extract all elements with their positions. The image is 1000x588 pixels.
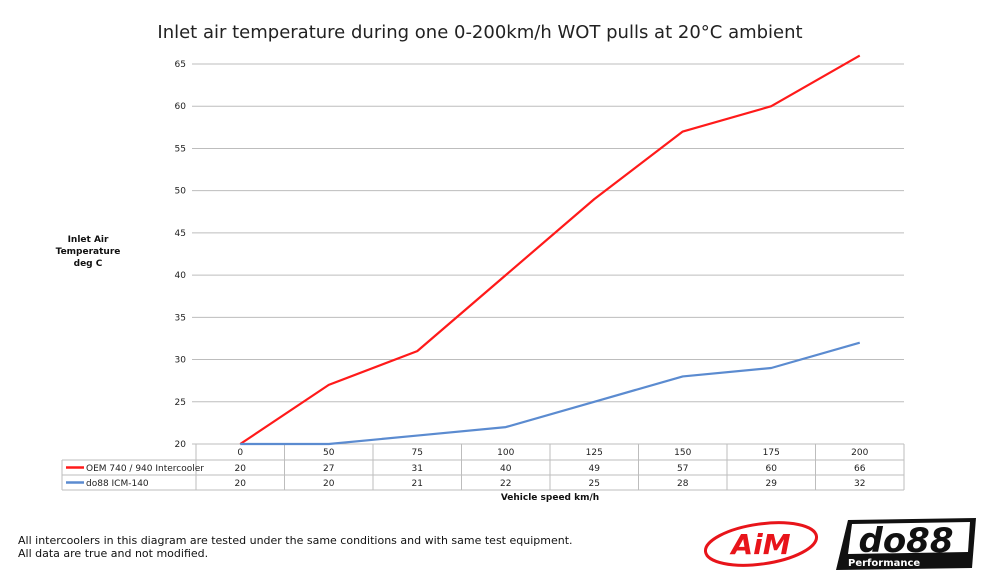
do88-logo-text: do88 — [858, 521, 953, 561]
data-table-cell: 49 — [589, 464, 601, 474]
do88-logo-subtext: Performance — [848, 558, 920, 569]
data-table-cell: 40 — [500, 464, 512, 474]
data-table-cell: 66 — [854, 464, 866, 474]
y-tick-label: 35 — [175, 313, 186, 323]
data-table-cell: 57 — [677, 464, 688, 474]
data-table-cell: 20 — [323, 479, 335, 489]
y-tick-label: 65 — [175, 60, 186, 70]
data-table-cell: 29 — [766, 479, 778, 489]
x-tick-label: 200 — [851, 448, 868, 458]
y-axis-label-line: Temperature — [55, 247, 121, 257]
y-tick-label: 55 — [175, 144, 186, 154]
y-tick-label: 25 — [175, 398, 186, 408]
legend-label: do88 ICM-140 — [86, 479, 149, 489]
x-tick-label: 125 — [586, 448, 603, 458]
data-table-cell: 21 — [412, 479, 423, 489]
y-tick-label: 45 — [175, 229, 186, 239]
y-tick-label: 50 — [175, 187, 187, 197]
do88-logo: do88 Performance — [836, 518, 976, 570]
data-table-cell: 25 — [589, 479, 600, 489]
y-axis-label-line: Inlet Air — [67, 235, 109, 245]
y-axis-label: Inlet Air Temperature deg C — [48, 234, 128, 270]
aim-logo: AiM — [703, 521, 819, 567]
data-table-cell: 31 — [412, 464, 423, 474]
x-tick-label: 0 — [237, 448, 243, 458]
data-table-cell: 60 — [766, 464, 778, 474]
data-table-cell: 20 — [235, 464, 247, 474]
aim-logo-text: AiM — [729, 528, 790, 561]
x-tick-label: 100 — [497, 448, 514, 458]
data-table-cell: 27 — [323, 464, 334, 474]
legend-label: OEM 740 / 940 Intercooler — [86, 464, 204, 474]
y-axis-label-line: deg C — [73, 259, 103, 269]
data-table-cell: 22 — [500, 479, 511, 489]
y-tick-label: 20 — [175, 440, 187, 450]
y-tick-label: 40 — [175, 271, 187, 281]
x-tick-label: 150 — [674, 448, 691, 458]
data-table-cell: 20 — [235, 479, 247, 489]
series-line — [240, 341, 861, 446]
data-table-cell: 28 — [677, 479, 689, 489]
data-table-cell: 32 — [854, 479, 865, 489]
x-tick-label: 50 — [323, 448, 335, 458]
x-tick-label: 75 — [412, 448, 423, 458]
x-tick-label: 175 — [763, 448, 780, 458]
footnote-line: All intercoolers in this diagram are tes… — [18, 534, 573, 547]
y-tick-label: 30 — [175, 356, 187, 366]
x-axis-label: Vehicle speed km/h — [500, 493, 600, 503]
footnote: All intercoolers in this diagram are tes… — [18, 534, 573, 560]
y-tick-label: 60 — [175, 102, 187, 112]
series-line — [239, 54, 861, 445]
footnote-line: All data are true and not modified. — [18, 547, 209, 560]
chart-title: Inlet air temperature during one 0-200km… — [157, 22, 803, 43]
